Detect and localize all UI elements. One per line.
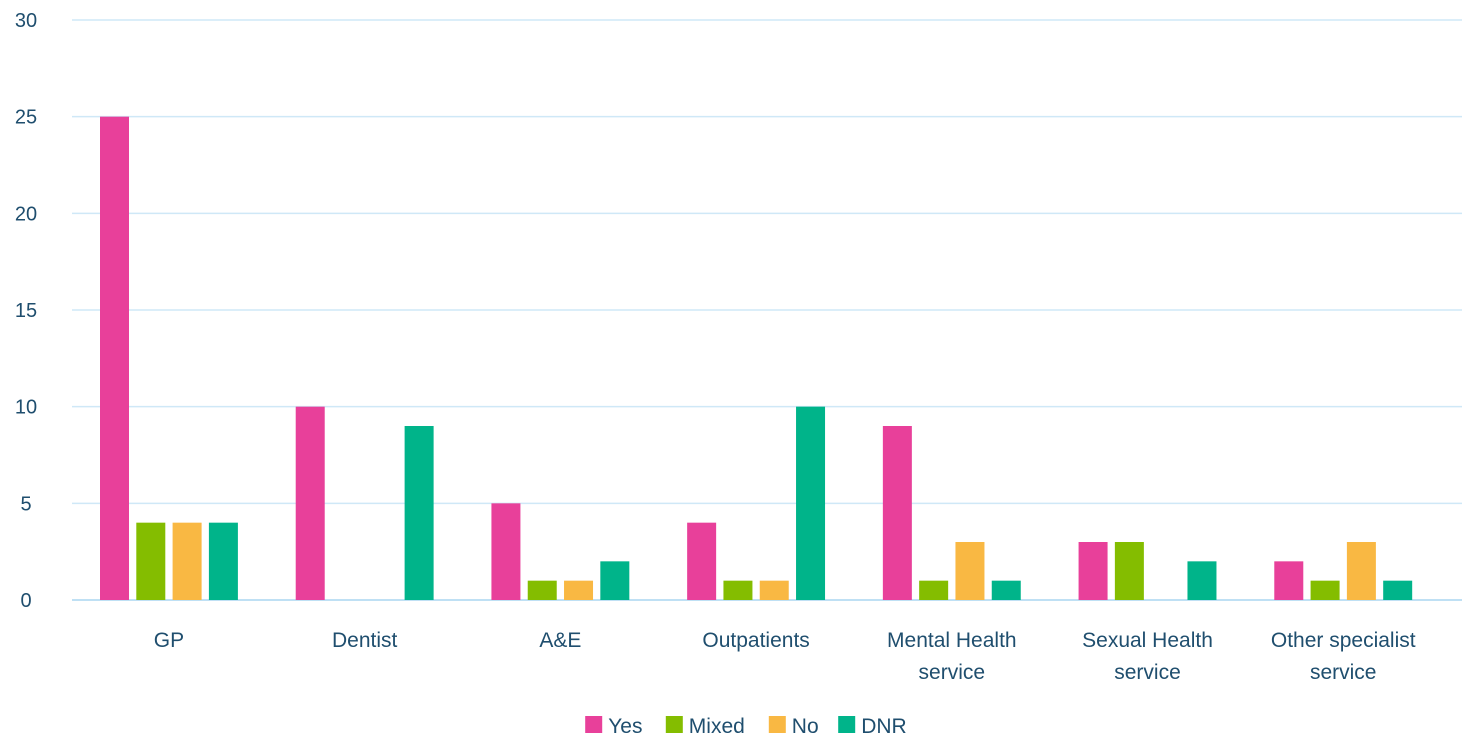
x-tick-label-line: A&E — [539, 629, 581, 652]
bar-yes-2 — [491, 503, 521, 600]
bar-mixed-3 — [723, 580, 753, 600]
bar-dnr-4 — [991, 580, 1021, 600]
bar-dnr-6 — [1383, 580, 1413, 600]
bars — [100, 116, 1413, 601]
bar-mixed-5 — [1114, 542, 1144, 600]
y-tick-label: 25 — [15, 107, 37, 129]
y-tick-label: 0 — [20, 590, 31, 612]
bar-mixed-0 — [136, 522, 166, 600]
x-tick-label-line: Mental Health — [887, 629, 1017, 652]
x-tick-label: Outpatients — [702, 629, 809, 652]
legend-item-dnr: DNR — [838, 715, 907, 738]
bar-yes-3 — [687, 522, 717, 600]
bar-dnr-5 — [1187, 561, 1217, 600]
bar-no-0 — [172, 522, 202, 600]
bar-dnr-0 — [208, 522, 238, 600]
legend-label: No — [792, 715, 819, 738]
x-tick-label-line: service — [919, 661, 986, 684]
legend-swatch — [665, 716, 683, 733]
legend-label: Mixed — [689, 715, 745, 738]
bar-no-2 — [564, 580, 594, 600]
legend-swatch — [838, 716, 856, 733]
bar-yes-4 — [882, 426, 912, 600]
bar-yes-1 — [295, 406, 325, 600]
x-tick-label: Other specialist service — [1271, 629, 1416, 684]
y-tick-label: 5 — [20, 493, 31, 515]
x-tick-label: Mental Health service — [887, 629, 1017, 684]
x-tick-label-line: Other specialist — [1271, 629, 1416, 652]
legend-label: Yes — [608, 715, 642, 738]
legend-item-no: No — [768, 715, 819, 738]
x-tick-label-line: service — [1310, 661, 1377, 684]
x-axis-ticks: GP Dentist A&E Outpatients Mental Health serv… — [154, 629, 1416, 684]
x-tick-label-line: Dentist — [332, 629, 398, 652]
x-tick-label: A&E — [539, 629, 581, 652]
y-tick-label: 15 — [15, 300, 37, 322]
bar-yes-6 — [1274, 561, 1304, 600]
bar-mixed-4 — [919, 580, 949, 600]
legend-label: DNR — [861, 715, 907, 738]
bar-mixed-2 — [527, 580, 557, 600]
bar-no-3 — [759, 580, 789, 600]
legend-swatch — [768, 716, 786, 733]
bar-mixed-6 — [1310, 580, 1340, 600]
legend-item-yes: Yes — [585, 715, 642, 738]
y-axis-ticks: 0 5 10 15 20 25 30 — [15, 10, 37, 612]
bar-dnr-1 — [404, 426, 434, 600]
bar-yes-5 — [1078, 542, 1108, 600]
x-tick-label-line: Sexual Health — [1082, 629, 1213, 652]
y-tick-label: 10 — [15, 397, 37, 419]
bar-dnr-2 — [600, 561, 630, 600]
legend-swatch — [585, 716, 603, 733]
y-tick-label: 20 — [15, 203, 37, 225]
x-tick-label-line: Outpatients — [702, 629, 809, 652]
bar-no-6 — [1346, 542, 1376, 600]
legend-item-mixed: Mixed — [665, 715, 745, 738]
bar-dnr-3 — [796, 406, 826, 600]
x-tick-label-line: service — [1114, 661, 1181, 684]
bar-no-4 — [955, 542, 985, 600]
grid-lines — [72, 19, 1462, 601]
legend: Yes Mixed No DNR — [585, 715, 907, 738]
x-tick-label-line: GP — [154, 629, 184, 652]
x-tick-label: Sexual Health service — [1082, 629, 1213, 684]
x-tick-label: Dentist — [332, 629, 398, 652]
x-tick-label: GP — [154, 629, 184, 652]
y-tick-label: 30 — [15, 10, 37, 32]
bar-yes-0 — [100, 116, 129, 601]
